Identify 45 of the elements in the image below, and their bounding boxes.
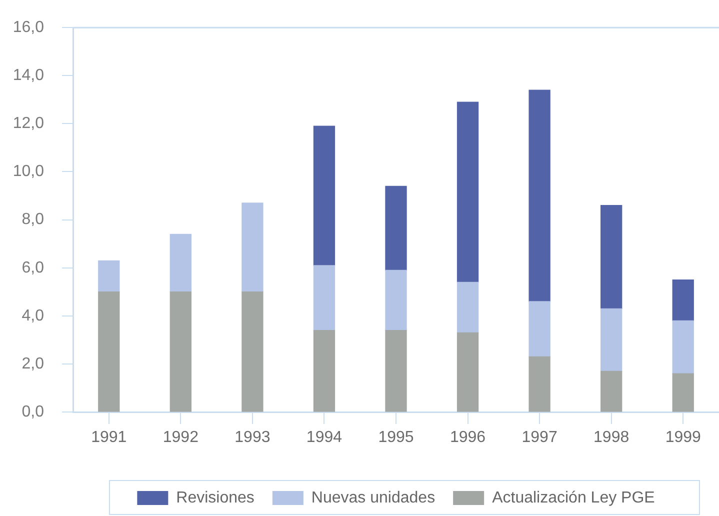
- bar: [672, 280, 694, 322]
- bar: [242, 292, 264, 412]
- bar: [456, 332, 479, 412]
- bar: [98, 292, 120, 412]
- x-tick-label: 1995: [378, 429, 414, 446]
- bar: [170, 234, 192, 292]
- x-tick-label: 1998: [594, 429, 630, 446]
- bar: [600, 205, 622, 310]
- x-tick-label: 1991: [91, 429, 127, 446]
- bar: [313, 265, 336, 331]
- x-tick-label: 1999: [665, 429, 702, 446]
- y-tick-label: 6,0: [22, 259, 44, 276]
- y-tick-label: 2,0: [22, 355, 44, 372]
- x-tick-label: 1994: [306, 429, 342, 446]
- x-tick-label: 1992: [162, 429, 199, 446]
- y-tick-label: 14,0: [12, 67, 44, 84]
- bar: [385, 330, 407, 412]
- bar: [672, 373, 694, 412]
- bar: [672, 320, 694, 374]
- bar: [313, 330, 336, 412]
- x-tick-label: 1997: [522, 429, 558, 446]
- bar: [170, 292, 192, 412]
- bar: [528, 356, 550, 412]
- bar: [528, 301, 550, 358]
- bar: [242, 202, 264, 292]
- legend-label: Actualización Ley PGE: [492, 489, 655, 506]
- y-tick-label: 4,0: [22, 307, 44, 324]
- y-tick-label: 16,0: [12, 19, 44, 36]
- bar: [313, 126, 336, 266]
- bar: [600, 370, 622, 412]
- bar: [98, 260, 120, 292]
- bar: [456, 282, 479, 334]
- bar: [600, 308, 622, 372]
- bar: [528, 90, 550, 302]
- y-tick-label: 0,0: [22, 403, 44, 420]
- y-tick-label: 8,0: [22, 211, 44, 228]
- legend-label: Revisiones: [176, 489, 254, 506]
- bar: [456, 102, 479, 283]
- legend-label: Nuevas unidades: [311, 489, 436, 506]
- y-tick-label: 12,0: [12, 115, 44, 132]
- bar: [385, 186, 407, 271]
- bar: [385, 270, 407, 331]
- x-tick-label: 1996: [450, 429, 486, 446]
- x-tick-label: 1993: [234, 429, 270, 446]
- y-tick-label: 10,0: [12, 163, 44, 180]
